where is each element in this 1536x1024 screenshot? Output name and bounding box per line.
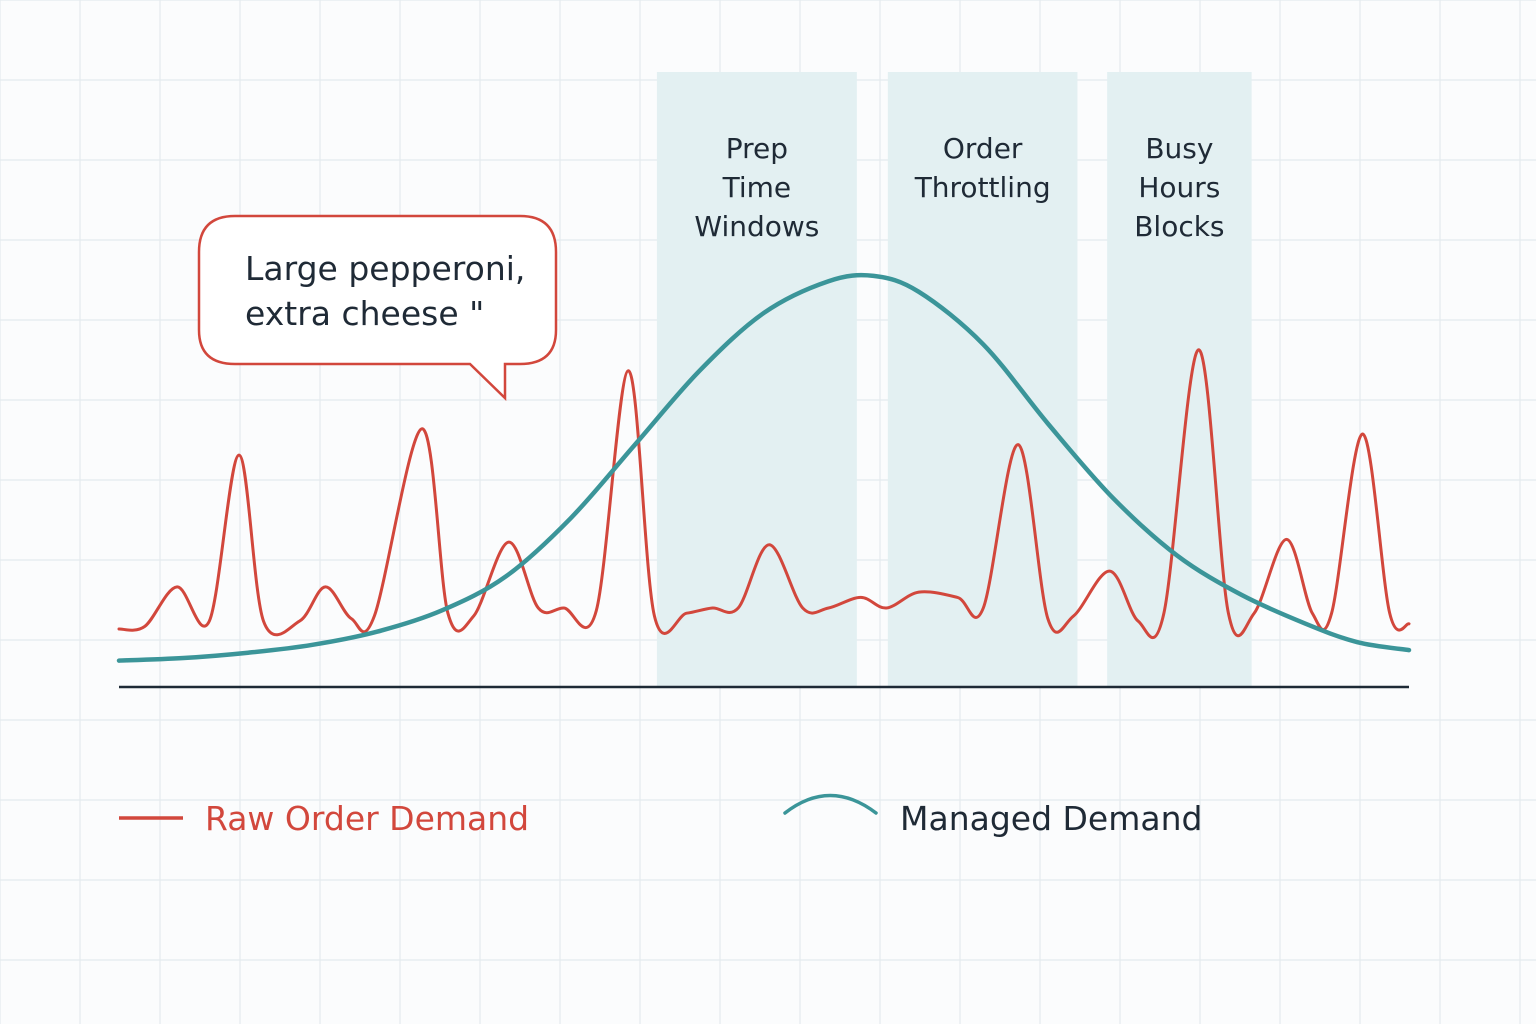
series-layer xyxy=(116,272,1412,663)
shaded-region-1-label-line-3: Windows xyxy=(694,210,819,243)
shaded-region-3-label-line-2: Hours xyxy=(1138,171,1220,204)
shaded-region-2-label-line-1: Order xyxy=(943,132,1023,165)
shaded-region-labels: Prep Time Windows Order Throttling Busy Hours B… xyxy=(694,132,1224,243)
legend-label-managed: Managed Demand xyxy=(900,799,1202,838)
legend-label-raw: Raw Order Demand xyxy=(205,799,529,838)
shaded-region-3-label-line-1: Busy xyxy=(1145,132,1213,165)
shaded-region-3-label-line-3: Blocks xyxy=(1134,210,1224,243)
legend-swatch-managed xyxy=(783,793,878,815)
speech-bubble-annotation: Large pepperoni, extra cheese " xyxy=(197,214,558,401)
shaded-region-2 xyxy=(887,72,1078,687)
shaded-regions xyxy=(656,72,1252,687)
legend: Raw Order Demand Managed Demand xyxy=(119,793,1202,838)
shaded-region-2-label-line-2: Throttling xyxy=(914,171,1051,204)
speech-bubble-line-1: Large pepperoni, xyxy=(245,249,525,288)
series-line-managed-demand xyxy=(116,272,1412,663)
shaded-region-1-label-line-2: Time xyxy=(722,171,792,204)
speech-bubble-line-2: extra cheese " xyxy=(245,294,484,333)
series-line-raw-order-demand xyxy=(117,348,1411,640)
speech-bubble-shape xyxy=(197,214,558,401)
shaded-region-3 xyxy=(1107,72,1252,687)
shaded-region-1-label-line-1: Prep xyxy=(726,132,788,165)
